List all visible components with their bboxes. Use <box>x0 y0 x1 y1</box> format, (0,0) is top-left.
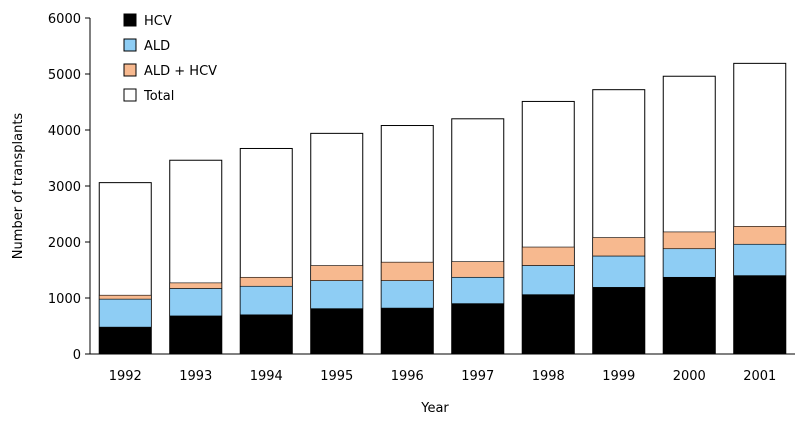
x-tick-label: 2001 <box>743 369 776 384</box>
legend-label-total: Total <box>143 89 174 104</box>
x-tick-label: 1997 <box>461 369 494 384</box>
legend-label-ald-hcv: ALD + HCV <box>144 64 217 79</box>
x-tick-label: 1994 <box>250 369 283 384</box>
y-tick-label: 6000 <box>48 12 81 27</box>
bar-hcv-1993 <box>169 315 223 355</box>
bar-ald-1995 <box>310 280 364 309</box>
x-tick-label: 1992 <box>109 369 142 384</box>
legend-swatch-total <box>123 88 137 102</box>
bar-ald-1999 <box>592 255 646 288</box>
bar-ald-hcv-1996 <box>380 261 434 281</box>
bar-hcv-1997 <box>451 303 505 355</box>
bar-ald-1994 <box>239 285 293 316</box>
y-tick-label: 2000 <box>48 236 81 251</box>
bar-ald-2000 <box>662 248 716 278</box>
bar-ald-hcv-1997 <box>451 261 505 278</box>
bar-ald-1992 <box>98 298 152 328</box>
y-tick-label: 0 <box>73 348 81 363</box>
bar-hcv-1999 <box>592 287 646 355</box>
bar-ald-1996 <box>380 280 434 309</box>
bar-hcv-1996 <box>380 307 434 355</box>
x-tick-label: 2000 <box>673 369 706 384</box>
y-tick-label: 3000 <box>48 180 81 195</box>
legend-label-hcv: HCV <box>144 14 172 29</box>
legend-swatch-ald-hcv <box>123 63 137 77</box>
bar-hcv-1992 <box>98 326 152 355</box>
legend: HCV ALD ALD + HCV Total <box>123 13 217 104</box>
x-tick-label: 1993 <box>179 369 212 384</box>
bar-hcv-1994 <box>239 314 293 355</box>
bars-layer <box>98 62 787 355</box>
x-tick-label: 1996 <box>391 369 424 384</box>
y-tick-label: 4000 <box>48 124 81 139</box>
bar-ald-hcv-1994 <box>239 276 293 287</box>
bar-ald-1998 <box>521 265 575 295</box>
y-axis-ticks: 0 1000 2000 3000 4000 5000 6000 <box>48 12 90 363</box>
bar-ald-hcv-1998 <box>521 246 575 266</box>
x-tick-label: 1995 <box>320 369 353 384</box>
x-tick-label: 1998 <box>532 369 565 384</box>
x-tick-label: 1999 <box>602 369 635 384</box>
bar-hcv-1998 <box>521 294 575 355</box>
legend-swatch-ald <box>123 38 137 52</box>
bar-ald-1997 <box>451 276 505 304</box>
bar-ald-hcv-1992 <box>98 294 152 300</box>
bar-ald-hcv-1993 <box>169 282 223 289</box>
bar-hcv-1995 <box>310 308 364 355</box>
bar-ald-1993 <box>169 288 223 317</box>
bar-ald-hcv-1995 <box>310 265 364 281</box>
y-tick-label: 1000 <box>48 292 81 307</box>
legend-swatch-hcv <box>123 13 137 27</box>
bar-ald-hcv-1999 <box>592 237 646 257</box>
x-axis-title: Year <box>420 401 449 416</box>
bar-hcv-2001 <box>733 275 787 355</box>
bar-ald-2001 <box>733 243 787 276</box>
bar-hcv-2000 <box>662 276 716 355</box>
y-axis-title: Number of transplants <box>11 113 26 260</box>
x-axis-ticks: 1992 1993 1994 1995 1996 1997 1998 1999 2000 2001 <box>109 369 777 384</box>
bar-ald-hcv-2001 <box>733 226 787 245</box>
y-tick-label: 5000 <box>48 68 81 83</box>
bar-ald-hcv-2000 <box>662 231 716 250</box>
legend-label-ald: ALD <box>144 39 170 54</box>
